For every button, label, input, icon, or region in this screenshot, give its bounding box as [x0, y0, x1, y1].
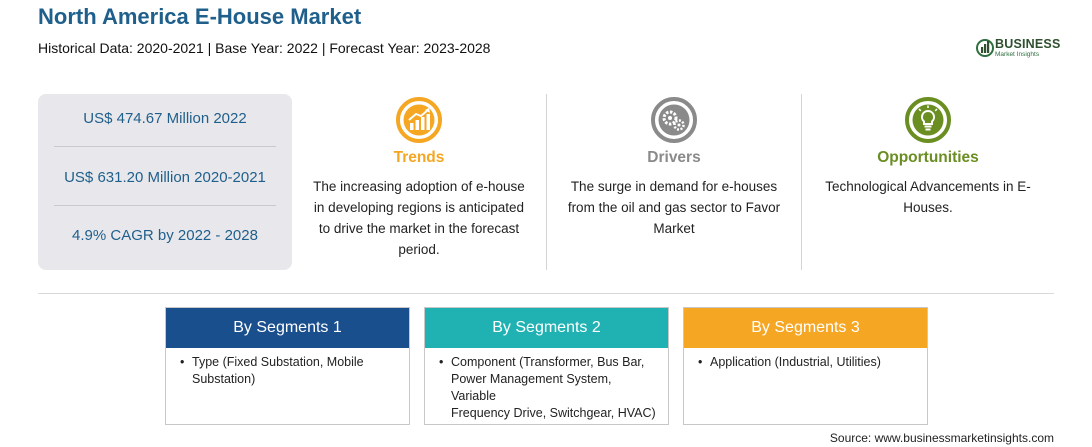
- column-divider: [546, 94, 547, 270]
- drivers-title: Drivers: [647, 149, 701, 166]
- segment-2-heading: By Segments 2: [425, 308, 668, 348]
- bullet-icon: •: [180, 355, 185, 369]
- stat-historical-value: US$ 631.20 Million 2020-2021: [64, 169, 266, 186]
- lightbulb-icon: [905, 97, 951, 143]
- gears-icon: [651, 97, 697, 143]
- page-subtitle: Historical Data: 2020-2021 | Base Year: …: [38, 40, 491, 56]
- stat-divider: [54, 146, 276, 147]
- trends-text: The increasing adoption of e-house in de…: [300, 176, 538, 260]
- source-citation: Source: www.businessmarketinsights.com: [829, 431, 1054, 445]
- stat-market-size-2022: US$ 474.67 Million 2022: [83, 110, 247, 127]
- opportunities-line: Houses.: [903, 200, 953, 215]
- trends-title: Trends: [393, 149, 445, 166]
- section-divider: [38, 293, 1054, 294]
- stat-divider: [54, 205, 276, 206]
- segment-2-line: Component (Transformer, Bus Bar,: [451, 355, 645, 369]
- segment-1-heading: By Segments 1: [166, 308, 409, 348]
- segment-3-line: Application (Industrial, Utilities): [710, 355, 881, 369]
- trends-line: period.: [398, 242, 440, 257]
- trend-chart-icon: [396, 97, 442, 143]
- segment-1-line: Substation): [192, 372, 256, 386]
- bullet-icon: •: [439, 355, 444, 369]
- opportunities-line: Technological Advancements in E-: [825, 179, 1031, 194]
- stat-cagr: 4.9% CAGR by 2022 - 2028: [72, 227, 258, 244]
- opportunities-title: Opportunities: [877, 149, 979, 166]
- segment-2-line: Frequency Drive, Switchgear, HVAC): [451, 406, 656, 420]
- logo-icon: [976, 39, 994, 57]
- drivers-line: The surge in demand for e-houses: [570, 179, 778, 194]
- bullet-icon: •: [698, 355, 703, 369]
- trends-line: in developing regions is anticipated: [313, 200, 525, 215]
- segment-card-3: By Segments 3 • Application (Industrial,…: [683, 307, 928, 425]
- segment-card-2: By Segments 2 • Component (Transformer, …: [424, 307, 669, 425]
- trends-line: to drive the market in the forecast: [318, 221, 520, 236]
- segment-2-body: • Component (Transformer, Bus Bar, Power…: [439, 354, 658, 422]
- business-market-insights-logo: BUSINESS Market Insights: [975, 36, 1065, 60]
- drivers-line: Market: [653, 221, 695, 236]
- market-stats-panel: US$ 474.67 Million 2022 US$ 631.20 Milli…: [38, 94, 292, 270]
- opportunities-text: Technological Advancements in E- Houses.: [812, 176, 1044, 218]
- drivers-line: from the oil and gas sector to Favor: [567, 200, 781, 215]
- logo-word: BUSINESS: [995, 37, 1061, 51]
- segment-3-body: • Application (Industrial, Utilities): [698, 354, 917, 371]
- segment-1-line: Type (Fixed Substation, Mobile: [192, 355, 364, 369]
- page-title: North America E-House Market: [38, 4, 362, 29]
- segment-1-body: • Type (Fixed Substation, Mobile Substat…: [180, 354, 399, 388]
- drivers-text: The surge in demand for e-houses from th…: [555, 176, 793, 239]
- segment-2-line: Power Management System, Variable: [451, 372, 612, 403]
- segment-card-1: By Segments 1 • Type (Fixed Substation, …: [165, 307, 410, 425]
- column-divider: [801, 94, 802, 270]
- trends-line: The increasing adoption of e-house: [313, 179, 525, 194]
- segment-3-heading: By Segments 3: [684, 308, 927, 348]
- logo-subtext: Market Insights: [995, 51, 1040, 58]
